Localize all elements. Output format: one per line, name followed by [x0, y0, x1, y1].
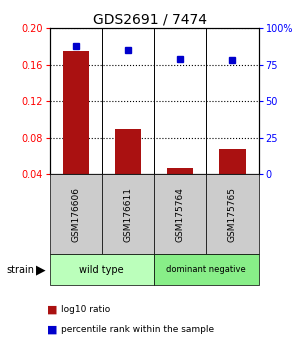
Text: wild type: wild type [80, 264, 124, 275]
Text: GSM176611: GSM176611 [123, 187, 132, 242]
Text: GSM175765: GSM175765 [228, 187, 237, 242]
Text: percentile rank within the sample: percentile rank within the sample [61, 325, 214, 335]
Text: GSM175764: GSM175764 [176, 187, 185, 242]
Text: GSM176606: GSM176606 [71, 187, 80, 242]
Text: dominant negative: dominant negative [167, 265, 246, 274]
Text: GDS2691 / 7474: GDS2691 / 7474 [93, 12, 207, 27]
Text: strain: strain [6, 264, 34, 275]
Text: ▶: ▶ [36, 263, 45, 276]
Bar [115, 129, 141, 174]
Bar [219, 149, 245, 174]
Bar [63, 51, 89, 174]
Text: log10 ratio: log10 ratio [61, 305, 111, 314]
Text: ■: ■ [47, 325, 58, 335]
Bar [167, 168, 193, 174]
Text: ■: ■ [47, 305, 58, 315]
